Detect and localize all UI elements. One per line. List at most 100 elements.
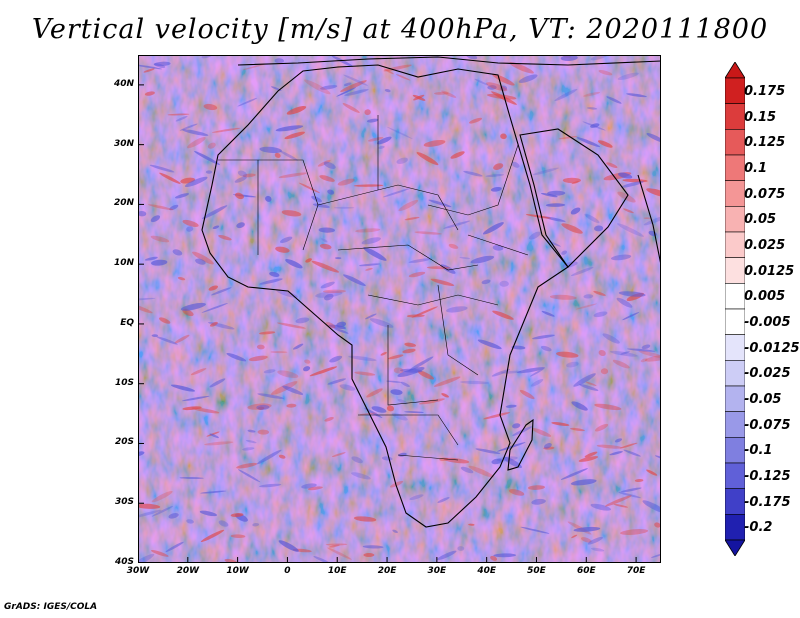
ascent-streak [208, 285, 219, 291]
ascent-streak [644, 354, 661, 362]
ascent-streak [490, 555, 498, 561]
descent-streak [351, 472, 371, 480]
descent-streak [301, 483, 317, 489]
descent-streak [285, 259, 303, 269]
colorbar-cell [725, 488, 745, 515]
ascent-streak [203, 103, 218, 111]
colorbar-label: 0.125 [744, 135, 786, 151]
descent-streak [343, 74, 368, 86]
descent-streak [165, 541, 184, 553]
descent-streak [516, 367, 546, 374]
descent-streak [390, 389, 403, 395]
descent-streak [323, 161, 336, 169]
ascent-streak [404, 342, 417, 347]
ascent-streak [570, 427, 585, 432]
lon-label: 60E [576, 566, 596, 576]
descent-streak [528, 231, 541, 240]
ascent-streak [404, 216, 420, 221]
descent-streak [606, 96, 622, 104]
country-borders [218, 115, 529, 461]
descent-streak [138, 210, 147, 217]
colorbar-top-arrow [725, 62, 745, 79]
descent-streak [205, 170, 213, 174]
descent-streak [279, 150, 298, 161]
ascent-streak [414, 231, 442, 235]
lat-label: 10S [114, 377, 134, 388]
ascent-streak [192, 251, 214, 265]
lon-label: 40E [477, 566, 496, 576]
descent-streak [587, 107, 598, 110]
descent-streak [242, 447, 255, 451]
descent-streak [151, 334, 158, 338]
descent-streak [618, 172, 633, 179]
descent-streak [573, 526, 601, 532]
ascent-streak [416, 152, 439, 166]
ascent-streak [571, 181, 579, 185]
ascent-streak [325, 322, 336, 329]
ascent-streak [304, 359, 311, 364]
descent-streak [487, 85, 497, 90]
ascent-streak [159, 172, 181, 184]
ascent-streak [363, 553, 375, 557]
ascent-streak [324, 417, 334, 422]
ascent-streak [367, 137, 384, 142]
lat-label: 20N [113, 198, 134, 209]
ascent-streak [218, 235, 232, 241]
axis-ticks [138, 84, 637, 563]
ascent-streak [593, 290, 606, 296]
ascent-streak [417, 370, 435, 380]
colorbar-cell [725, 308, 745, 335]
ascent-streak [204, 441, 234, 446]
ascent-streak [365, 267, 373, 271]
descent-streak [247, 429, 256, 433]
descent-streak [587, 536, 603, 545]
descent-streak [590, 123, 600, 128]
colorbar-cell [725, 411, 745, 438]
descent-streak [195, 258, 206, 265]
ascent-streak [508, 489, 525, 496]
descent-streak [512, 423, 521, 429]
descent-streak [263, 369, 276, 374]
descent-streak [150, 215, 161, 223]
descent-streak [440, 264, 456, 274]
descent-streak [138, 451, 145, 457]
vertical-velocity-map[interactable] [138, 55, 661, 563]
lon-label: 10E [327, 566, 347, 576]
descent-streak [382, 188, 411, 198]
ascent-streak [236, 462, 258, 469]
colorbar-cell [725, 77, 745, 104]
descent-streak [359, 263, 381, 267]
lon-label: 30W [126, 566, 150, 576]
descent-streak [186, 226, 194, 232]
descent-streak [259, 483, 282, 488]
descent-streak [175, 193, 189, 199]
descent-streak [531, 498, 546, 505]
descent-streak [404, 411, 424, 414]
ascent-streak [634, 478, 644, 483]
ascent-streak [259, 331, 276, 335]
colorbar-cell [725, 206, 745, 233]
descent-streak [154, 61, 171, 67]
descent-streak [560, 468, 588, 480]
descent-streak [499, 280, 509, 287]
descent-streak [386, 126, 413, 140]
ascent-streak [433, 376, 461, 387]
coastlines [201, 56, 661, 528]
colorbar-label: -0.125 [744, 469, 791, 484]
descent-streak [343, 82, 352, 87]
descent-streak [490, 186, 502, 192]
ascent-streak [646, 188, 661, 198]
descent-streak [570, 207, 581, 215]
descent-streak [138, 553, 155, 563]
ascent-streak [242, 173, 256, 178]
ascent-streak [319, 243, 332, 250]
colorbar-cell [725, 514, 745, 541]
ascent-streak [151, 490, 173, 503]
descent-streak [312, 203, 330, 208]
ascent-streak [613, 503, 628, 508]
descent-streak [546, 240, 561, 247]
descent-streak [485, 174, 505, 177]
descent-streak [623, 449, 641, 457]
colorbar-label: 0.025 [744, 238, 786, 253]
descent-streak [138, 509, 162, 518]
